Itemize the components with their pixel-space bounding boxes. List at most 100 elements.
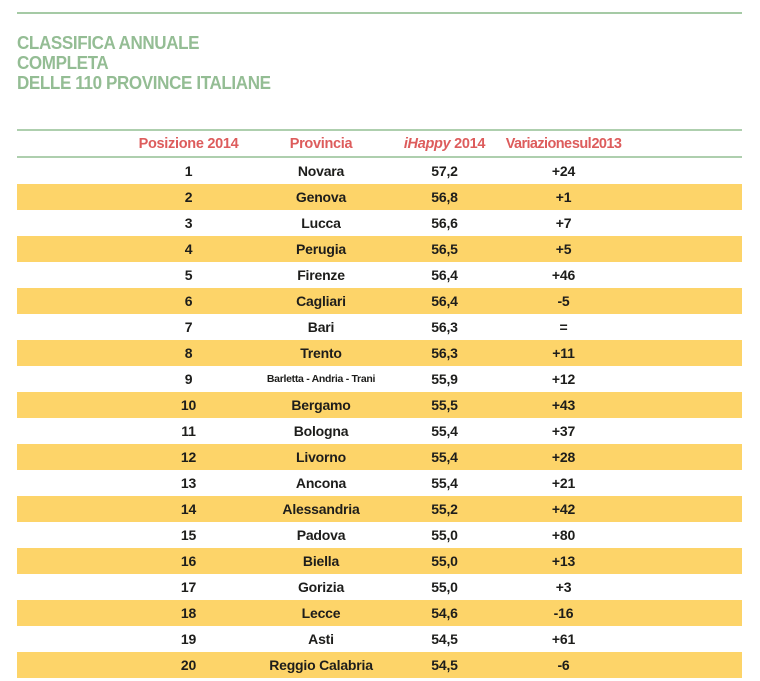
cell-ihappy: 55,0: [431, 527, 458, 543]
cell-ihappy: 55,4: [431, 423, 458, 439]
ranking-table: Posizione 2014 Provincia iHappy 2014 Var…: [17, 129, 742, 678]
table-row: 10 Bergamo 55,5 +43: [17, 392, 742, 418]
cell-ihappy: 55,2: [431, 501, 458, 517]
cell-variazione: -5: [557, 293, 570, 309]
column-header-posizione: Posizione 2014: [138, 135, 239, 152]
table-row: 13 Ancona 55,4 +21: [17, 470, 742, 496]
cell-ihappy: 54,5: [431, 657, 458, 673]
cell-variazione: +28: [551, 449, 576, 465]
cell-posizione: 7: [184, 319, 193, 335]
cell-ihappy: 55,5: [431, 397, 458, 413]
cell-posizione: 20: [180, 657, 197, 673]
cell-variazione: +24: [551, 163, 576, 179]
table-row: 2 Genova 56,8 +1: [17, 184, 742, 210]
column-header-ihappy-year: 2014: [450, 135, 486, 152]
cell-variazione: +5: [555, 241, 572, 257]
cell-posizione: 8: [184, 345, 193, 361]
cell-posizione: 13: [180, 475, 197, 491]
page-title-line-1: CLASSIFICA ANNUALE: [17, 32, 200, 53]
cell-provincia: Bologna: [293, 423, 349, 439]
cell-provincia: Barletta - Andria - Trani: [266, 373, 376, 385]
page-title-line-2: COMPLETA: [17, 52, 109, 73]
table-row: 3 Lucca 56,6 +7: [17, 210, 742, 236]
cell-provincia: Bari: [307, 319, 335, 335]
page-title-line-3: DELLE 110 PROVINCE ITALIANE: [17, 72, 271, 93]
table-row: 12 Livorno 55,4 +28: [17, 444, 742, 470]
cell-provincia: Bergamo: [291, 397, 351, 413]
cell-provincia: Firenze: [297, 267, 345, 283]
cell-posizione: 6: [184, 293, 193, 309]
table-row: 15 Padova 55,0 +80: [17, 522, 742, 548]
table-row: 20 Reggio Calabria 54,5 -6: [17, 652, 742, 678]
table-row: 16 Biella 55,0 +13: [17, 548, 742, 574]
cell-posizione: 2: [184, 189, 193, 205]
table-row: 14 Alessandria 55,2 +42: [17, 496, 742, 522]
cell-provincia: Biella: [302, 553, 340, 569]
cell-ihappy: 57,2: [431, 163, 458, 179]
cell-variazione: +3: [555, 579, 572, 595]
cell-posizione: 15: [180, 527, 197, 543]
cell-provincia: Asti: [308, 631, 334, 647]
table-row: 17 Gorizia 55,0 +3: [17, 574, 742, 600]
cell-ihappy: 55,0: [431, 553, 458, 569]
cell-provincia: Livorno: [296, 449, 346, 465]
table-row: 8 Trento 56,3 +11: [17, 340, 742, 366]
cell-ihappy: 56,4: [431, 267, 458, 283]
cell-posizione: 19: [180, 631, 197, 647]
cell-ihappy: 55,9: [431, 371, 458, 387]
table-row: 18 Lecce 54,6 -16: [17, 600, 742, 626]
top-divider: [17, 12, 742, 14]
cell-posizione: 5: [184, 267, 193, 283]
cell-variazione: +12: [551, 371, 576, 387]
cell-provincia: Perugia: [296, 241, 346, 257]
table-row: 7 Bari 56,3 =: [17, 314, 742, 340]
cell-posizione: 9: [184, 371, 193, 387]
table-row: 6 Cagliari 56,4 -5: [17, 288, 742, 314]
column-header-variazione: Variazione sul 2013: [505, 135, 622, 152]
table-row: 1 Novara 57,2 +24: [17, 158, 742, 184]
cell-provincia: Alessandria: [282, 501, 360, 517]
page-title: CLASSIFICA ANNUALE COMPLETA DELLE 110 PR…: [17, 33, 271, 93]
cell-variazione: +42: [551, 501, 576, 517]
column-header-ihappy: iHappy 2014: [385, 136, 504, 152]
cell-variazione: +61: [551, 631, 576, 647]
cell-variazione: =: [559, 319, 568, 335]
cell-provincia: Lecce: [301, 605, 341, 621]
cell-posizione: 4: [184, 241, 193, 257]
cell-ihappy: 56,3: [431, 345, 458, 361]
cell-ihappy: 56,8: [431, 189, 458, 205]
cell-posizione: 16: [180, 553, 197, 569]
cell-posizione: 17: [180, 579, 197, 595]
cell-provincia: Genova: [295, 189, 347, 205]
table-header-bottom-rule: [17, 156, 742, 158]
cell-variazione: +46: [551, 267, 576, 283]
table-row: 11 Bologna 55,4 +37: [17, 418, 742, 444]
table-header-row: Posizione 2014 Provincia iHappy 2014 Var…: [17, 131, 742, 156]
cell-provincia: Lucca: [301, 215, 341, 231]
cell-ihappy: 56,4: [431, 293, 458, 309]
table-header-top-rule: [17, 129, 742, 131]
cell-variazione: +7: [555, 215, 572, 231]
cell-provincia: Trento: [300, 345, 342, 361]
cell-ihappy: 55,0: [431, 579, 458, 595]
cell-ihappy: 55,4: [431, 475, 458, 491]
cell-provincia: Cagliari: [296, 293, 346, 309]
table-row: 5 Firenze 56,4 +46: [17, 262, 742, 288]
cell-provincia: Padova: [296, 527, 346, 543]
cell-ihappy: 54,5: [431, 631, 458, 647]
cell-variazione: +13: [551, 553, 576, 569]
cell-posizione: 14: [180, 501, 197, 517]
cell-variazione: +21: [551, 475, 576, 491]
cell-posizione: 1: [184, 163, 193, 179]
cell-ihappy: 54,6: [431, 605, 458, 621]
cell-variazione: +37: [551, 423, 576, 439]
column-header-provincia: Provincia: [289, 135, 353, 152]
cell-provincia: Ancona: [295, 475, 347, 491]
table-row: 4 Perugia 56,5 +5: [17, 236, 742, 262]
cell-variazione: +43: [551, 397, 576, 413]
cell-posizione: 3: [184, 215, 193, 231]
cell-ihappy: 56,6: [431, 215, 458, 231]
cell-ihappy: 55,4: [431, 449, 458, 465]
cell-provincia: Novara: [297, 163, 345, 179]
